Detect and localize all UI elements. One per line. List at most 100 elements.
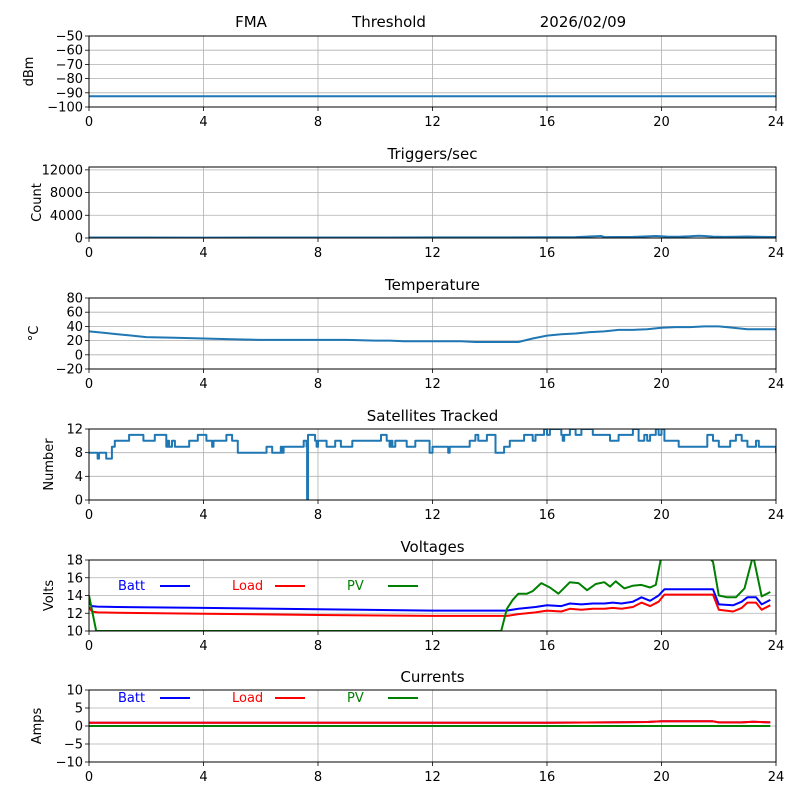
temperature-xtick-label: 12 [424,377,441,392]
satellites-panel: 0 4 8 12 16 20 24 0 4 8 12 Satellites Tracked Number [42,407,784,523]
voltages-ytick-label: 12 [66,607,83,622]
temperature-ytick-label: 80 [66,292,83,307]
triggers-xtick-label: 0 [85,246,93,261]
temperature-series-group [89,325,776,343]
threshold-ytick-label: −50 [56,30,83,45]
header-station: FMA [235,13,268,31]
satellites-xtick-label: 4 [199,508,207,523]
voltages-title: Voltages [400,538,464,556]
voltages-panel: 0 4 8 12 16 20 24 10 12 14 16 18 Voltages Volts Batt Lo… [42,538,784,654]
currents-xtick-label: 4 [199,770,207,785]
threshold-xtick-label: 0 [85,115,93,130]
triggers-ylabel: Count [30,183,45,222]
satellites-series-satellites [89,429,776,500]
triggers-ytick-label: 8000 [50,186,83,201]
temperature-xtick-label: 4 [199,377,207,392]
currents-title: Currents [400,668,464,686]
temperature-xtick-label: 16 [539,377,556,392]
threshold-ytick-label: −70 [56,58,83,73]
satellites-ytick-label: 8 [75,446,83,461]
satellites-xtick-label: 8 [314,508,322,523]
triggers-title: Triggers/sec [387,145,478,163]
threshold-panel: 0 4 8 12 16 20 24 −100−90−80−70−60−50 dBm [22,30,784,131]
temperature-xtick-label: 8 [314,377,322,392]
threshold-xtick-label: 24 [768,115,785,130]
voltages-series-batt [89,588,771,612]
triggers-xtick-label: 8 [314,246,322,261]
satellites-series-group [89,429,776,500]
satellites-xtick-label: 16 [539,508,556,523]
currents-xtick-label: 20 [653,770,670,785]
temperature-xtick-label: 20 [653,377,670,392]
threshold-ytick-label: −80 [56,72,83,87]
currents-series-group [89,720,771,727]
satellites-xtick-label: 0 [85,508,93,523]
satellites-ylabel: Number [42,438,57,491]
triggers-xtick-label: 20 [653,246,670,261]
triggers-xtick-label: 16 [539,246,556,261]
voltages-legend-label-load: Load [232,579,263,594]
threshold-ytick-label: −100 [47,101,83,116]
currents-ytick-label: 5 [75,702,83,717]
temperature-xtick-label: 24 [768,377,785,392]
satellites-ytick-label: 0 [75,494,83,509]
threshold-ylabel: dBm [22,57,37,87]
triggers-xtick-label: 4 [199,246,207,261]
threshold-xtick-label: 12 [424,115,441,130]
temperature-ytick-label: 60 [66,306,83,321]
currents-xtick-label: 16 [539,770,556,785]
triggers-ytick-label: 12000 [42,163,83,178]
threshold-xtick-label: 20 [653,115,670,130]
header-date: 2026/02/09 [540,13,626,31]
threshold-ytick-label: −60 [56,44,83,59]
currents-xtick-label: 8 [314,770,322,785]
temperature-series-temperature [89,325,776,343]
currents-series-load [89,720,771,724]
triggers-panel: 0 4 8 12 16 20 24 0 4000 8000 12000 Triggers/sec Cou… [30,145,784,261]
voltages-xtick-label: 4 [199,639,207,654]
currents-xtick-label: 0 [85,770,93,785]
voltages-legend-label-pv: PV [347,579,364,594]
currents-xtick-label: 24 [768,770,785,785]
voltages-xtick-label: 20 [653,639,670,654]
currents-ytick-label: −5 [64,738,83,753]
triggers-xtick-label: 24 [768,246,785,261]
currents-ytick-label: 0 [75,720,83,735]
voltages-ylabel: Volts [42,580,57,612]
voltages-legend-label-batt: Batt [118,579,145,594]
temperature-ytick-label: 0 [75,348,83,363]
currents-legend-label-batt: Batt [118,691,145,706]
voltages-series-group [89,560,771,631]
currents-panel: 0 4 8 12 16 20 24 −10 −5 0 5 10 Currents Amps Batt Load… [30,668,784,785]
voltages-xtick-label: 16 [539,639,556,654]
satellites-xtick-label: 20 [653,508,670,523]
currents-legend-label-load: Load [232,691,263,706]
voltages-series-pv [89,560,771,631]
currents-legend-label-pv: PV [347,691,364,706]
satellites-ytick-label: 12 [66,423,83,438]
voltages-xtick-label: 8 [314,639,322,654]
satellites-title: Satellites Tracked [367,407,498,425]
voltages-ytick-label: 18 [66,554,83,569]
currents-xtick-label: 12 [424,770,441,785]
voltages-xtick-label: 24 [768,639,785,654]
voltages-xtick-label: 0 [85,639,93,654]
triggers-xtick-label: 12 [424,246,441,261]
voltages-xtick-label: 12 [424,639,441,654]
voltages-ytick-label: 16 [66,571,83,586]
temperature-ytick-label: 20 [66,334,83,349]
voltages-series-load [89,593,771,617]
temperature-ytick-label: 40 [66,320,83,335]
temperature-xtick-label: 0 [85,377,93,392]
threshold-xtick-label: 8 [314,115,322,130]
temperature-ytick-label: −20 [56,363,83,378]
currents-ylabel: Amps [30,707,45,744]
currents-ytick-label: 10 [66,684,83,699]
satellites-xtick-label: 12 [424,508,441,523]
threshold-xtick-label: 4 [199,115,207,130]
satellites-xtick-label: 24 [768,508,785,523]
voltages-ytick-label: 10 [66,625,83,640]
currents-ytick-label: −10 [56,756,83,771]
